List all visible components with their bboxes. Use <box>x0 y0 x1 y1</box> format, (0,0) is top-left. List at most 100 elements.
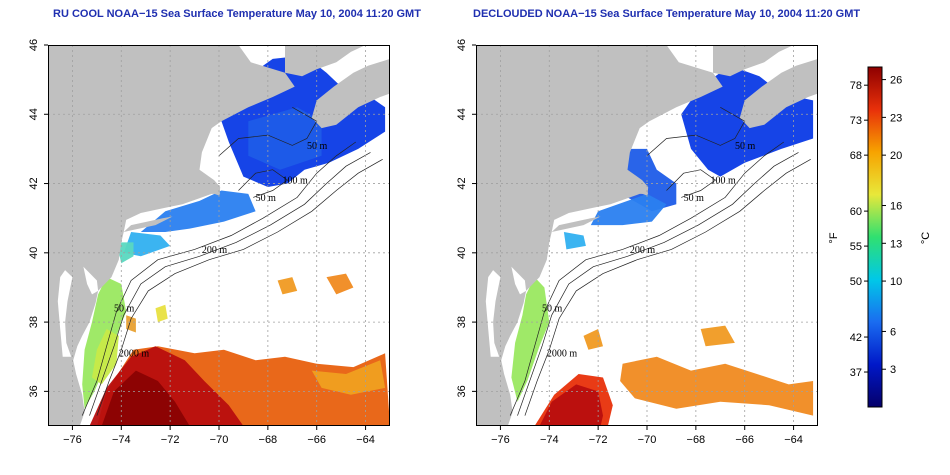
colorbar-gradient <box>867 66 883 408</box>
land-cape-cod <box>212 180 221 196</box>
sst-patch <box>155 304 168 323</box>
colorbar-f-label: 55 <box>850 241 862 253</box>
chesapeake-bay <box>485 270 501 357</box>
y-tick-label: 46 <box>456 39 468 51</box>
depth-contour <box>96 158 383 416</box>
colorbar-c-label: 23 <box>890 112 902 124</box>
land-new-brunswick <box>713 45 818 77</box>
colorbar-c-label: 20 <box>890 150 902 162</box>
colorbar-f-label: 78 <box>850 80 862 92</box>
x-tick-label: −68 <box>259 434 278 446</box>
sst-patch <box>590 193 667 226</box>
sst-patch <box>311 360 386 395</box>
colorbar-c-label: 16 <box>890 201 902 213</box>
map-frame <box>476 45 818 426</box>
map-frame <box>48 45 390 426</box>
land-nova-scotia <box>311 58 390 129</box>
land-nova-scotia <box>739 58 818 129</box>
contour-label: 50 m <box>307 141 328 152</box>
contour-label: 2000 m <box>119 349 150 360</box>
colorbar-unit-c: °C <box>920 232 932 244</box>
y-tick-label: 38 <box>456 316 468 328</box>
title-left: RU COOL NOAA−15 Sea Surface Temperature … <box>53 8 421 20</box>
sst-patch <box>700 325 735 347</box>
colorbar: 26 23 20 16 13 10 6 3 78 73 68 60 55 50 42 37 °F °C <box>828 66 932 408</box>
x-tick-label: −72 <box>161 434 180 446</box>
sst-map-raw: 200 m 50 m 2000 m 50 m 100 m 50 m <box>48 45 390 426</box>
depth-contour <box>509 141 785 416</box>
sst-patch <box>101 370 190 426</box>
land-mass <box>48 45 295 426</box>
contour-label: 100 m <box>283 176 309 187</box>
contour-label: 50 m <box>735 141 756 152</box>
x-tick-label: −64 <box>356 434 375 446</box>
depth-contour <box>517 152 799 416</box>
y-tick-label: 42 <box>28 177 40 189</box>
x-tick-label: −72 <box>589 434 608 446</box>
contour-label: 2000 m <box>547 349 578 360</box>
x-tick-label: −76 <box>63 434 82 446</box>
depth-contour <box>89 152 371 416</box>
x-tick-label: −68 <box>687 434 706 446</box>
land-long-island <box>551 216 601 232</box>
contour-label: 100 m <box>711 176 737 187</box>
sst-patch <box>622 148 677 212</box>
sst-patch <box>511 277 550 402</box>
sst-patch <box>620 356 814 416</box>
land-cape-cod <box>640 180 649 196</box>
colorbar-f-label: 73 <box>850 115 862 127</box>
y-tick-label: 36 <box>456 385 468 397</box>
sst-patch <box>277 277 298 295</box>
sst-patch <box>326 273 354 295</box>
sst-patch <box>248 107 322 170</box>
colorbar-f-label: 42 <box>850 332 862 344</box>
y-tick-label: 44 <box>28 108 40 120</box>
colorbar-f-label: 50 <box>850 276 862 288</box>
depth-contour <box>524 158 811 416</box>
y-tick-label: 44 <box>456 108 468 120</box>
x-tick-label: −66 <box>307 434 326 446</box>
x-tick-label: −66 <box>735 434 754 446</box>
sst-patch <box>583 329 603 350</box>
depth-contour <box>238 169 289 198</box>
x-tick-label: −74 <box>540 434 559 446</box>
colorbar-c-label: 13 <box>890 238 902 250</box>
title-right: DECLOUDED NOAA−15 Sea Surface Temperatur… <box>473 8 861 20</box>
delaware-bay <box>511 266 527 295</box>
depth-contour <box>666 169 717 198</box>
sst-patch <box>140 190 256 232</box>
y-tick-label: 42 <box>456 177 468 189</box>
colorbar-f-label: 60 <box>850 206 862 218</box>
contour-label: 50 m <box>542 304 563 315</box>
depth-contour <box>81 141 357 416</box>
y-tick-label: 36 <box>28 385 40 397</box>
sst-patch <box>123 232 171 257</box>
y-tick-label: 38 <box>28 316 40 328</box>
land-mass <box>476 45 723 426</box>
map-panel-declouded: 200 m 50 m 2000 m 50 m 100 m 50 m <box>476 45 818 426</box>
contour-label: 50 m <box>684 193 705 204</box>
contour-label: 200 m <box>202 245 228 256</box>
x-tick-label: −64 <box>784 434 803 446</box>
map-panel-raw: 200 m 50 m 2000 m 50 m 100 m 50 m <box>48 45 390 426</box>
sst-patch <box>92 329 119 385</box>
sst-patch <box>539 384 603 426</box>
sst-patch <box>126 315 136 333</box>
chesapeake-bay <box>57 270 73 357</box>
contour-label: 50 m <box>256 193 277 204</box>
y-tick-label: 40 <box>456 247 468 259</box>
x-tick-label: −74 <box>112 434 131 446</box>
y-tick-label: 40 <box>28 247 40 259</box>
delaware-bay <box>83 266 99 295</box>
x-tick-label: −70 <box>210 434 229 446</box>
contour-label: 200 m <box>630 245 656 256</box>
x-tick-label: −70 <box>638 434 657 446</box>
land-new-brunswick <box>285 45 390 77</box>
colorbar-c-label: 10 <box>890 276 902 288</box>
sst-map-declouded: 200 m 50 m 2000 m 50 m 100 m 50 m <box>476 45 818 426</box>
x-tick-label: −76 <box>491 434 510 446</box>
y-tick-label: 46 <box>28 39 40 51</box>
colorbar-f-label: 37 <box>850 367 862 379</box>
sst-patch <box>563 232 586 250</box>
colorbar-c-label: 3 <box>890 364 896 376</box>
